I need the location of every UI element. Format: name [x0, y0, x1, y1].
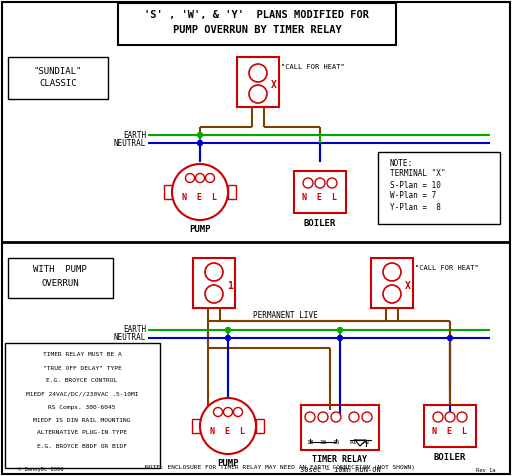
Bar — [5, 343, 160, 468]
Text: NEUTRAL: NEUTRAL — [114, 334, 146, 343]
Circle shape — [205, 263, 223, 281]
Circle shape — [457, 412, 467, 422]
Text: EARTH: EARTH — [123, 326, 146, 335]
Circle shape — [249, 64, 267, 82]
Text: X: X — [271, 80, 277, 90]
Bar — [378, 152, 500, 224]
Bar — [228, 185, 236, 199]
Text: BOILER: BOILER — [304, 218, 336, 228]
Circle shape — [225, 336, 230, 340]
Bar — [424, 405, 476, 447]
Bar — [8, 258, 113, 298]
Text: "CALL FOR HEAT": "CALL FOR HEAT" — [415, 265, 479, 271]
Text: NEUTRAL: NEUTRAL — [114, 139, 146, 148]
Text: X: X — [405, 281, 411, 291]
Circle shape — [331, 412, 341, 422]
Text: N  E  L: N E L — [210, 426, 245, 436]
Text: RS Comps. 300-6045: RS Comps. 300-6045 — [48, 405, 116, 409]
Text: E.G. BROYCE CONTROL: E.G. BROYCE CONTROL — [47, 378, 118, 384]
Bar — [164, 185, 172, 199]
Text: © BennyDc 2006: © BennyDc 2006 — [18, 467, 63, 473]
Circle shape — [447, 336, 453, 340]
Circle shape — [303, 178, 313, 188]
Text: WITH  PUMP: WITH PUMP — [33, 266, 87, 275]
Text: W-Plan = 7: W-Plan = 7 — [390, 191, 436, 200]
Circle shape — [305, 412, 315, 422]
Text: E.G. BROYCE B8DF OR B1DF: E.G. BROYCE B8DF OR B1DF — [37, 444, 127, 448]
Text: PUMP: PUMP — [217, 459, 239, 468]
Bar — [8, 57, 108, 99]
Circle shape — [214, 407, 223, 416]
Text: 15: 15 — [332, 439, 340, 445]
Text: OVERRUN: OVERRUN — [41, 278, 79, 288]
Text: 'S' , 'W', & 'Y'  PLANS MODIFIED FOR: 'S' , 'W', & 'Y' PLANS MODIFIED FOR — [144, 10, 370, 20]
Circle shape — [433, 412, 443, 422]
Circle shape — [225, 327, 230, 333]
Text: M1EDF 24VAC/DC//230VAC .5-10MI: M1EDF 24VAC/DC//230VAC .5-10MI — [26, 391, 138, 397]
Text: "SUNDIAL": "SUNDIAL" — [34, 67, 82, 76]
Circle shape — [196, 173, 204, 182]
Circle shape — [349, 412, 359, 422]
Text: PUMP OVERRUN BY TIMER RELAY: PUMP OVERRUN BY TIMER RELAY — [173, 25, 342, 35]
Text: N  E  L: N E L — [433, 426, 467, 436]
Bar — [192, 419, 200, 433]
Circle shape — [185, 173, 195, 182]
Text: N  E  L: N E L — [182, 192, 218, 201]
Bar — [237, 57, 279, 107]
Circle shape — [315, 178, 325, 188]
Text: EARTH: EARTH — [123, 130, 146, 139]
Text: TIMER RELAY MUST BE A: TIMER RELAY MUST BE A — [42, 353, 121, 357]
Text: PERMANENT LIVE: PERMANENT LIVE — [252, 311, 317, 320]
Circle shape — [233, 407, 243, 416]
Text: A2: A2 — [363, 439, 371, 445]
Text: NOTE: ENCLOSURE FOR TIMER RELAY MAY NEED AN EARTH CONNECTION (NOT SHOWN): NOTE: ENCLOSURE FOR TIMER RELAY MAY NEED… — [145, 466, 415, 470]
Text: Rev 1a: Rev 1a — [477, 467, 496, 473]
Circle shape — [205, 285, 223, 303]
Text: Y-Plan =  8: Y-Plan = 8 — [390, 202, 441, 211]
Circle shape — [318, 412, 328, 422]
Text: PUMP: PUMP — [189, 226, 211, 235]
Text: ALTERNATIVE PLUG-IN TYPE: ALTERNATIVE PLUG-IN TYPE — [37, 430, 127, 436]
Text: S-Plan = 10: S-Plan = 10 — [390, 180, 441, 189]
Bar — [294, 171, 346, 213]
Text: CLASSIC: CLASSIC — [39, 79, 77, 89]
Bar — [301, 405, 379, 450]
Circle shape — [445, 412, 455, 422]
Text: NOTE:: NOTE: — [390, 159, 413, 168]
Bar — [118, 3, 396, 45]
Text: 30sec ~ 10mn RUN-ON: 30sec ~ 10mn RUN-ON — [300, 467, 380, 473]
Bar — [371, 258, 413, 308]
Text: M1EDF IS DIN RAIL MOUNTING: M1EDF IS DIN RAIL MOUNTING — [33, 417, 131, 423]
Text: TIMER RELAY: TIMER RELAY — [312, 456, 368, 465]
Circle shape — [383, 285, 401, 303]
Circle shape — [200, 398, 256, 454]
Circle shape — [172, 164, 228, 220]
Text: 1: 1 — [227, 281, 233, 291]
Text: 16: 16 — [319, 439, 327, 445]
Text: N  E  L: N E L — [303, 192, 337, 201]
Text: "CALL FOR HEAT": "CALL FOR HEAT" — [281, 64, 345, 70]
Text: "TRUE OFF DELAY" TYPE: "TRUE OFF DELAY" TYPE — [42, 366, 121, 370]
Text: 18: 18 — [306, 439, 314, 445]
Circle shape — [198, 132, 203, 138]
Text: BOILER: BOILER — [434, 453, 466, 462]
Circle shape — [327, 178, 337, 188]
Circle shape — [337, 336, 343, 340]
Bar — [193, 258, 235, 308]
Circle shape — [198, 140, 203, 146]
Circle shape — [383, 263, 401, 281]
Circle shape — [249, 85, 267, 103]
Bar — [256, 419, 264, 433]
Circle shape — [337, 327, 343, 333]
Text: TERMINAL "X": TERMINAL "X" — [390, 169, 445, 178]
Circle shape — [224, 407, 232, 416]
Circle shape — [205, 173, 215, 182]
Text: A1: A1 — [350, 439, 358, 445]
Circle shape — [362, 412, 372, 422]
